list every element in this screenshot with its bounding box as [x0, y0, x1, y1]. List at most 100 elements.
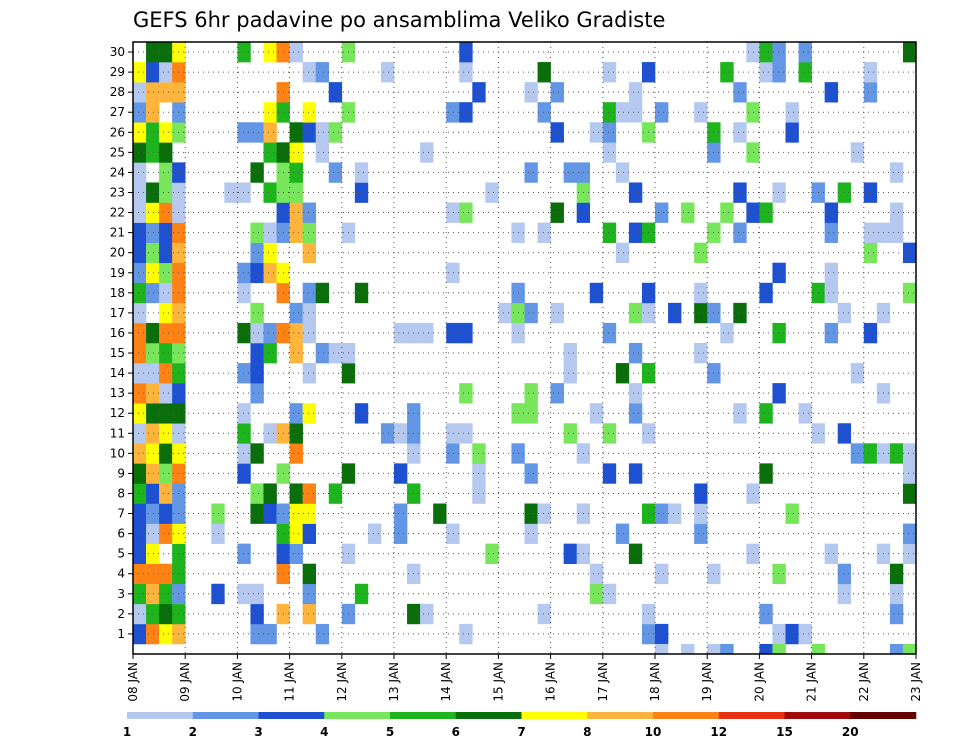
heatmap-cell	[785, 102, 799, 123]
heatmap-cell	[146, 222, 160, 243]
heatmap-cell	[563, 543, 577, 565]
colorbar-swatch	[127, 712, 194, 719]
heatmap-cell	[459, 383, 473, 404]
heatmap-cell	[133, 122, 147, 143]
heatmap-cell	[159, 463, 173, 484]
heatmap-cell	[146, 523, 160, 544]
heatmap-cell	[146, 42, 160, 63]
heatmap-cell	[537, 62, 551, 83]
heatmap-cell	[133, 623, 147, 645]
heatmap-cell	[146, 82, 160, 103]
heatmap-cell	[133, 182, 147, 203]
heatmap-cell	[772, 563, 786, 585]
colorbar-label: 3	[254, 725, 262, 739]
heatmap-cell	[655, 643, 669, 654]
x-tick-label: 18 JAN	[648, 662, 662, 702]
y-tick-label: 29	[110, 65, 125, 79]
chart-title: GEFS 6hr padavine po ansamblima Veliko G…	[133, 8, 665, 32]
heatmap-cell	[537, 603, 551, 625]
heatmap-cell	[446, 322, 460, 344]
heatmap-cell	[146, 483, 160, 504]
heatmap-cell	[681, 202, 695, 223]
heatmap-cell	[694, 342, 708, 364]
heatmap-cell	[159, 423, 173, 444]
heatmap-cell	[263, 483, 277, 504]
heatmap-cell	[237, 122, 251, 143]
heatmap-cell	[146, 322, 160, 344]
heatmap-cell	[302, 322, 316, 344]
heatmap-cell	[328, 82, 343, 103]
heatmap-cell	[902, 42, 917, 63]
heatmap-cell	[733, 302, 747, 324]
heatmap-cell	[694, 102, 708, 123]
heatmap-cell	[824, 282, 838, 304]
heatmap-cell	[459, 423, 473, 444]
heatmap-cell	[772, 182, 786, 203]
heatmap-cell	[289, 202, 303, 223]
x-tick-label: 12 JAN	[335, 662, 349, 702]
x-tick-label: 15 JAN	[491, 662, 505, 702]
heatmap-cell	[146, 623, 160, 645]
heatmap-cell	[133, 342, 147, 364]
heatmap-cell	[263, 423, 277, 444]
heatmap-cell	[315, 342, 330, 364]
heatmap-cell	[146, 403, 160, 424]
heatmap-cell	[837, 583, 852, 605]
y-tick-label: 23	[110, 185, 125, 199]
x-tick-label: 19 JAN	[700, 662, 714, 702]
heatmap-cell	[159, 383, 173, 404]
heatmap-cell	[263, 342, 277, 364]
heatmap-cell	[302, 62, 316, 83]
heatmap-cell	[146, 62, 160, 83]
heatmap-cell	[589, 282, 604, 304]
heatmap-cell	[133, 603, 147, 625]
heatmap-cell	[459, 202, 473, 223]
x-tick-label: 23 JAN	[909, 662, 923, 702]
heatmap-cell	[146, 142, 160, 163]
heatmap-cell	[159, 302, 173, 324]
heatmap-cell	[524, 302, 538, 324]
heatmap-cell	[785, 503, 799, 524]
heatmap-cell	[615, 363, 630, 384]
heatmap-cell	[133, 302, 147, 324]
y-tick-label: 26	[110, 125, 125, 139]
y-tick-label: 9	[117, 466, 125, 480]
heatmap-cell	[302, 603, 316, 625]
heatmap-cell	[655, 623, 669, 645]
heatmap-cell	[367, 523, 382, 544]
colorbar-swatch	[192, 712, 259, 719]
x-tick-label: 10 JAN	[230, 662, 244, 702]
heatmap-cell	[146, 363, 160, 384]
heatmap-cell	[263, 623, 277, 645]
heatmap-cell	[615, 162, 630, 183]
heatmap-cell	[694, 242, 708, 264]
heatmap-cell	[863, 222, 878, 243]
heatmap-cell	[146, 543, 160, 565]
heatmap-cell	[146, 583, 160, 605]
heatmap-cell	[772, 62, 786, 83]
y-tick-label: 2	[117, 607, 125, 621]
heatmap-cell	[146, 282, 160, 304]
heatmap-cell	[824, 543, 838, 565]
grid-lines	[133, 42, 916, 654]
heatmap-cell	[550, 202, 564, 223]
y-tick-label: 6	[117, 527, 125, 541]
heatmap-cell	[759, 643, 773, 654]
heatmap-cell	[133, 363, 147, 384]
heatmap-cell	[328, 342, 343, 364]
heatmap-cell	[133, 82, 147, 103]
heatmap-cell	[811, 643, 825, 654]
heatmap-cell	[133, 463, 147, 484]
heatmap-cell	[772, 383, 786, 404]
heatmap-cell	[133, 383, 147, 404]
heatmap-cell	[133, 443, 147, 464]
heatmap-cell	[485, 543, 499, 565]
heatmap-cell	[250, 363, 264, 384]
heatmap-cell	[250, 322, 264, 344]
heatmap-cell	[380, 423, 395, 444]
heatmap-cell	[133, 162, 147, 183]
heatmap-cell	[237, 543, 251, 565]
heatmap-cell	[133, 403, 147, 424]
heatmap-cell	[133, 563, 147, 585]
heatmap-cell	[615, 242, 630, 264]
